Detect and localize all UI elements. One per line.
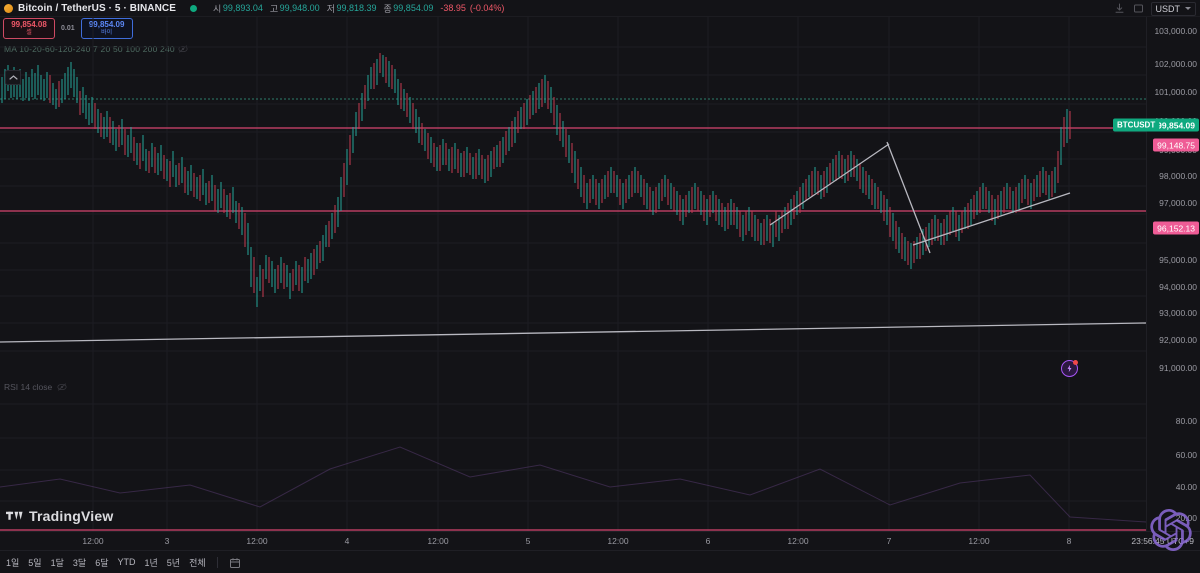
price-tick: 95,000.00: [1159, 255, 1197, 265]
price-tick: 91,000.00: [1159, 363, 1197, 373]
candlestick-series: [1, 53, 1071, 307]
clock-label[interactable]: 23:56:45 UTC+9: [1131, 536, 1194, 546]
live-indicator-icon: [190, 4, 198, 12]
time-tick: 7: [886, 536, 892, 546]
ohlc-high-value: 99,948.00: [279, 3, 320, 13]
lightning-alert-badge[interactable]: [1061, 360, 1078, 377]
buy-order-box[interactable]: 99,854.09 바이: [80, 18, 133, 39]
time-tick: 12:00: [968, 536, 990, 546]
rsi-tick: 60.00: [1175, 450, 1197, 460]
currency-select[interactable]: USDT: [1150, 1, 1196, 16]
download-icon[interactable]: [1113, 2, 1126, 15]
lightning-alert-icon: [1067, 364, 1072, 373]
order-panel: 99,854.08 셀 0.01 99,854.09 바이: [3, 18, 133, 39]
range-button-3m[interactable]: 3달: [72, 557, 87, 568]
header-actions: USDT: [1113, 0, 1196, 17]
price-axis[interactable]: 103,000.00 102,000.00 101,000.00 100,000…: [1146, 17, 1200, 531]
spread-value: 0.01: [61, 25, 75, 32]
price-tick: 92,000.00: [1159, 335, 1197, 345]
price-tick: 98,000.00: [1159, 171, 1197, 181]
price-change: -38.95: [440, 3, 466, 13]
ohlc-close-value: 99,854.09: [393, 3, 434, 13]
time-axis[interactable]: 12:00 3 12:00 4 12:00 5 12:00 6 12:00 7 …: [0, 531, 1200, 550]
price-level-tag-upper[interactable]: 99,148.75: [1153, 138, 1199, 152]
time-tick: 5: [525, 536, 531, 546]
sell-order-box[interactable]: 99,854.08 셀: [3, 18, 55, 39]
eye-off-icon[interactable]: [57, 382, 67, 392]
price-tick: 93,000.00: [1159, 308, 1197, 318]
openai-logo-icon: [1150, 509, 1192, 551]
time-tick: 8: [1066, 536, 1072, 546]
symbol-title[interactable]: Bitcoin / TetherUS · 5 · BINANCE: [18, 2, 177, 14]
time-tick: 12:00: [246, 536, 268, 546]
ohlc-close-label: 종: [383, 3, 392, 14]
bitcoin-icon: [4, 3, 13, 13]
scroll-to-realtime-button[interactable]: [5, 70, 21, 85]
price-tick: 101,000.00: [1154, 87, 1197, 97]
ohlc-values: 시 99,893.04 고 99,948.00 저 99,818.39 종 99…: [206, 2, 504, 15]
fullscreen-icon[interactable]: [1132, 2, 1145, 15]
tradingview-brand-label: TradingView: [29, 508, 114, 524]
rsi-legend-label: RSI 14 close: [4, 382, 53, 392]
range-button-1d[interactable]: 1일: [6, 557, 20, 568]
buy-label: 바이: [101, 30, 113, 36]
time-tick: 3: [164, 536, 170, 546]
time-tick: 4: [344, 536, 350, 546]
rising-support-old-line: [769, 143, 890, 226]
ohlc-open-label: 시: [213, 3, 222, 14]
range-button-ytd[interactable]: YTD: [117, 557, 136, 567]
chart-canvas[interactable]: [0, 17, 1146, 531]
rsi-tick: 80.00: [1175, 416, 1197, 426]
alert-notification-dot: [1073, 360, 1078, 365]
price-tick: 97,000.00: [1159, 198, 1197, 208]
grid-horizontal: [0, 46, 1146, 502]
last-price-tag[interactable]: 99,854.09: [1153, 118, 1199, 132]
buy-price: 99,854.09: [88, 20, 125, 29]
rsi-indicator-legend[interactable]: RSI 14 close: [4, 382, 67, 392]
toolbar-divider: [216, 556, 218, 568]
ohlc-low-value: 99,818.39: [336, 3, 377, 13]
trendlines: [0, 141, 1146, 343]
rising-support-new-line: [912, 192, 1071, 246]
tradingview-watermark: TradingView: [6, 508, 113, 524]
ma-legend-label: MA 10-20-60-120-240 7 20 50 100 200 240: [4, 44, 175, 54]
rsi-tick: 40.00: [1175, 482, 1197, 492]
ohlc-low-label: 저: [326, 3, 335, 14]
range-button-1y[interactable]: 1년: [144, 557, 158, 568]
price-tick: 94,000.00: [1159, 282, 1197, 292]
tradingview-logo-icon: [6, 511, 23, 520]
long-term-support-line: [0, 322, 1146, 343]
range-button-5y[interactable]: 5년: [166, 557, 181, 568]
time-tick: 12:00: [82, 536, 104, 546]
range-button-5d[interactable]: 5일: [28, 557, 42, 568]
falling-resistance-line: [886, 141, 931, 254]
range-toolbar: 1일 5일 1달 3달 6달 YTD 1년 5년 전체: [0, 550, 1200, 573]
ohlc-high-label: 고: [269, 3, 279, 14]
chart-svg: [0, 17, 1146, 531]
range-button-6m[interactable]: 6달: [95, 557, 109, 568]
price-change-percent: (-0.04%): [469, 3, 505, 13]
chevron-up-icon: [8, 75, 18, 80]
sell-label: 셀: [26, 30, 32, 36]
calendar-range-icon[interactable]: [229, 556, 241, 568]
sell-price: 99,854.08: [11, 20, 47, 29]
chevron-down-icon: [1185, 7, 1191, 10]
range-button-1m[interactable]: 1달: [50, 557, 64, 568]
time-tick: 12:00: [787, 536, 809, 546]
symbol-price-badge[interactable]: BTCUSDT: [1113, 118, 1160, 132]
price-tick: 103,000.00: [1154, 26, 1197, 36]
chart-header: Bitcoin / TetherUS · 5 · BINANCE 시 99,89…: [0, 0, 1200, 17]
time-tick: 12:00: [427, 536, 449, 546]
price-level-tag-lower[interactable]: 96,152.13: [1153, 221, 1199, 235]
price-tick: 102,000.00: [1154, 59, 1197, 69]
time-tick: 12:00: [607, 536, 629, 546]
rsi-line: [0, 446, 1146, 523]
ohlc-open-value: 99,893.04: [222, 3, 263, 13]
currency-value: USDT: [1155, 3, 1181, 14]
time-tick: 6: [705, 536, 711, 546]
range-button-all[interactable]: 전체: [189, 557, 206, 568]
grid-vertical: [92, 17, 1070, 531]
